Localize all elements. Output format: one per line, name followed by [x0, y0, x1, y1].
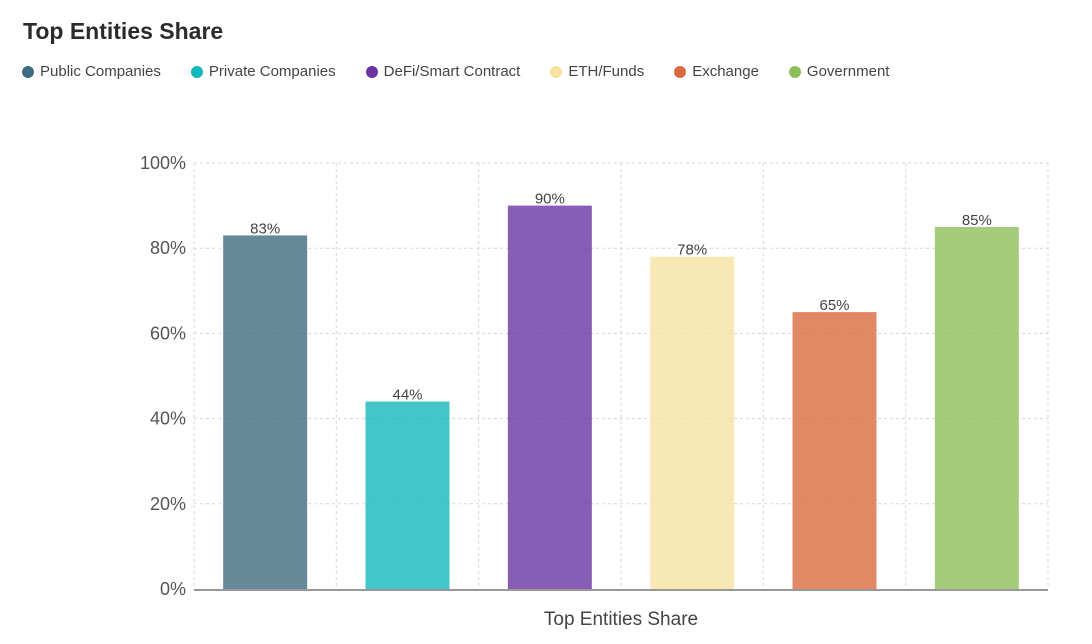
legend-label: Exchange — [692, 63, 759, 80]
legend-item[interactable]: ETH/Funds — [550, 63, 644, 80]
data-label: 83% — [250, 220, 280, 237]
bar — [650, 256, 735, 589]
legend-marker — [190, 65, 203, 78]
bar — [934, 226, 1019, 589]
data-label: 85% — [962, 212, 992, 229]
x-axis-label: Top Entities Share — [544, 609, 698, 630]
y-tick-label: 60% — [150, 323, 186, 343]
bar — [507, 205, 592, 589]
data-label: 44% — [392, 387, 422, 404]
legend-item[interactable]: Public Companies — [22, 63, 161, 80]
y-tick-label: 0% — [160, 579, 186, 599]
legend-item[interactable]: Private Companies — [190, 63, 336, 80]
legend-marker — [788, 65, 801, 78]
legend: Public Companies Private Companies DeFi/Sm… — [22, 63, 919, 80]
legend-item[interactable]: Government — [788, 63, 890, 80]
legend-marker — [22, 65, 34, 78]
data-label: 90% — [535, 191, 565, 208]
legend-marker — [365, 65, 378, 78]
y-tick-label: 40% — [150, 409, 186, 429]
legend-marker — [674, 65, 687, 78]
legend-label: DeFi/Smart Contract — [383, 63, 521, 80]
data-label: 65% — [819, 297, 849, 314]
legend-label: Private Companies — [208, 63, 336, 80]
legend-label: Public Companies — [40, 63, 161, 80]
legend-item[interactable]: Exchange — [674, 63, 759, 80]
chart-title: Top Entities Share — [23, 18, 224, 44]
y-tick-label: 80% — [150, 238, 186, 258]
y-tick-label: 20% — [150, 494, 186, 514]
legend-label: ETH/Funds — [568, 63, 645, 80]
data-label: 78% — [677, 242, 707, 259]
legend-item[interactable]: DeFi/Smart Contract — [365, 63, 521, 80]
legend-label: Government — [806, 63, 890, 80]
y-tick-label: 100% — [140, 153, 186, 173]
bar — [792, 312, 877, 589]
bar — [223, 235, 308, 590]
bar — [365, 401, 450, 589]
legend-marker — [550, 65, 563, 78]
